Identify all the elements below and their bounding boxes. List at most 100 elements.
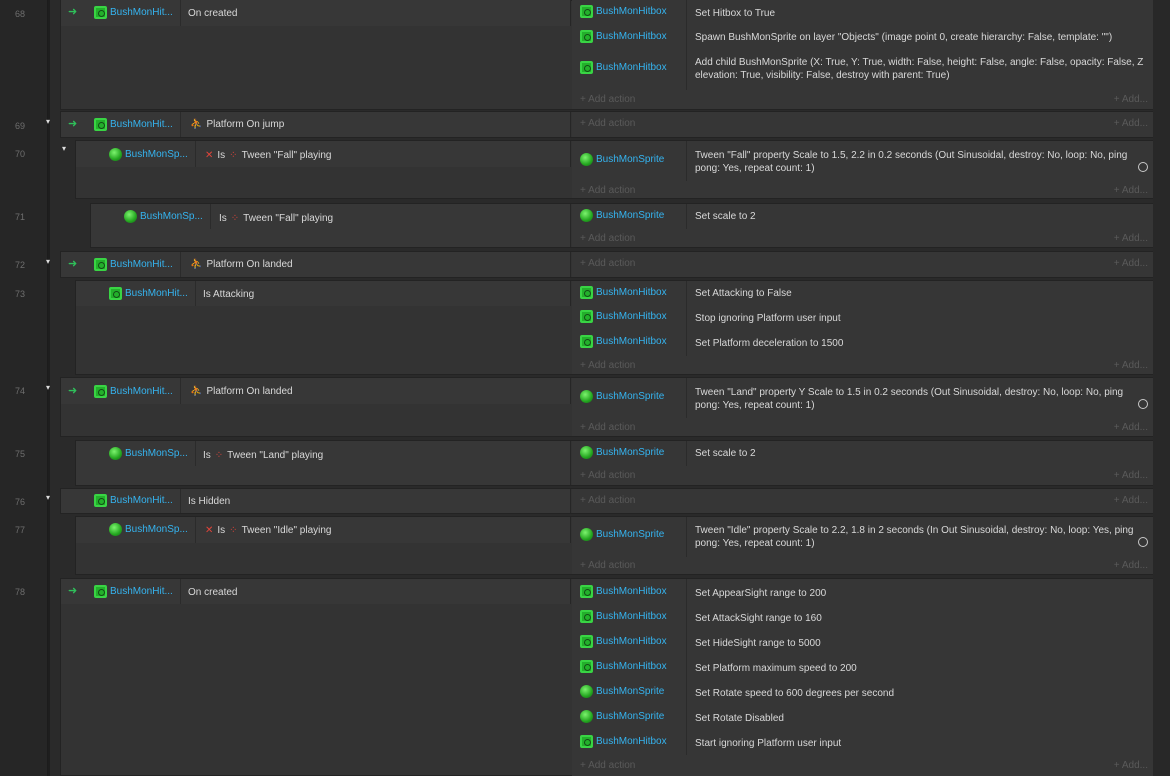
add-action-button[interactable]: + Add action (580, 495, 636, 506)
action-text[interactable]: Tween "Land" property Y Scale to 1.5 in … (695, 387, 1124, 411)
condition-text: Is Hidden (188, 496, 231, 507)
action-text[interactable]: Add child BushMonSprite (X: True, Y: Tru… (695, 57, 1144, 81)
collapse-toggle-icon[interactable]: ▾ (46, 257, 51, 266)
object-name: BushMonHitbox (596, 611, 667, 622)
hitbox-icon (580, 335, 593, 348)
add-button[interactable]: + Add... (1113, 422, 1148, 433)
add-button[interactable]: + Add... (1113, 495, 1148, 506)
action-text[interactable]: Set Rotate Disabled (695, 713, 784, 724)
add-action-button[interactable]: + Add action (580, 760, 636, 771)
add-button[interactable]: + Add... (1113, 560, 1148, 571)
actions-panel (572, 252, 1153, 277)
action-text[interactable]: Set Hitbox to True (695, 8, 776, 19)
event-number: 70 (14, 149, 25, 159)
hitbox-icon (94, 585, 107, 598)
condition-object: BushMonHit... (94, 6, 173, 19)
action-object: BushMonHitbox (580, 286, 667, 299)
column-separator (180, 252, 181, 277)
condition-row[interactable] (61, 579, 571, 604)
clock-icon (1138, 399, 1148, 409)
condition-row[interactable] (76, 141, 571, 167)
object-name: BushMonHit... (110, 259, 173, 270)
action-object: BushMonHitbox (580, 5, 667, 18)
add-action-button[interactable]: + Add action (580, 118, 636, 129)
hitbox-icon (580, 610, 593, 623)
add-action-button[interactable]: + Add action (580, 94, 636, 105)
add-button[interactable]: + Add... (1113, 233, 1148, 244)
condition-row[interactable] (61, 0, 571, 26)
condition-object: BushMonSp... (109, 148, 188, 161)
add-action-button[interactable]: + Add action (580, 422, 636, 433)
condition-object: BushMonHit... (94, 585, 173, 598)
add-action-button[interactable]: + Add action (580, 560, 636, 571)
action-text[interactable]: Set Rotate speed to 600 degrees per seco… (695, 688, 895, 699)
add-button[interactable]: + Add... (1113, 760, 1148, 771)
invert-x-icon: ✕ (205, 150, 214, 161)
action-text[interactable]: Start ignoring Platform user input (695, 738, 842, 749)
object-name: BushMonSprite (596, 711, 665, 722)
action-text[interactable]: Set Platform maximum speed to 200 (695, 663, 857, 674)
condition-row[interactable] (76, 281, 571, 306)
sprite-icon (580, 390, 593, 403)
object-name: BushMonHitbox (596, 336, 667, 347)
add-button[interactable]: + Add... (1113, 94, 1148, 105)
add-button[interactable]: + Add... (1113, 185, 1148, 196)
condition-row[interactable] (61, 489, 571, 513)
object-name: BushMonHit... (110, 586, 173, 597)
condition-row[interactable] (61, 252, 571, 277)
action-text[interactable]: Tween "Fall" property Scale to 1.5, 2.2 … (695, 150, 1128, 174)
collapse-toggle-icon[interactable]: ▾ (62, 144, 67, 153)
condition-row[interactable] (76, 517, 571, 543)
add-action-button[interactable]: + Add action (580, 233, 636, 244)
add-button[interactable]: + Add... (1113, 360, 1148, 371)
action-text[interactable]: Spawn BushMonSprite on layer "Objects" (… (695, 32, 1113, 43)
action-object: BushMonHitbox (580, 635, 667, 648)
action-text[interactable]: Set Attacking to False (695, 288, 792, 299)
collapse-toggle-icon[interactable]: ▾ (46, 493, 51, 502)
object-name: BushMonHitbox (596, 311, 667, 322)
add-action-button[interactable]: + Add action (580, 470, 636, 481)
condition-row[interactable] (61, 112, 571, 137)
object-name: BushMonSprite (596, 210, 665, 221)
collapse-toggle-icon[interactable]: ▾ (46, 383, 51, 392)
action-text[interactable]: Tween "Idle" property Scale to 2.2, 1.8 … (695, 525, 1134, 549)
actions-panel (572, 141, 1153, 198)
add-action-button[interactable]: + Add action (580, 185, 636, 196)
object-name: BushMonSp... (140, 211, 203, 222)
sprite-icon (580, 446, 593, 459)
object-name: BushMonSp... (125, 149, 188, 160)
add-action-button[interactable]: + Add action (580, 258, 636, 269)
collapse-toggle-icon[interactable]: ▾ (46, 117, 51, 126)
column-separator (686, 579, 687, 755)
add-action-button[interactable]: + Add action (580, 360, 636, 371)
action-object: BushMonSprite (580, 153, 664, 166)
action-object: BushMonSprite (580, 390, 664, 403)
action-text[interactable]: Set AttackSight range to 160 (695, 613, 822, 624)
action-text[interactable]: Set HideSight range to 5000 (695, 638, 821, 649)
object-name: BushMonHitbox (596, 661, 667, 672)
condition-row[interactable] (91, 204, 571, 247)
platform-behavior-icon: ⛹ (190, 386, 203, 397)
condition-row[interactable] (61, 378, 571, 404)
action-text[interactable]: Set scale to 2 (695, 448, 756, 459)
column-separator (195, 517, 196, 543)
sprite-icon (109, 447, 122, 460)
event-number: 71 (14, 212, 25, 222)
add-button[interactable]: + Add... (1113, 118, 1148, 129)
vertical-scrollbar[interactable] (1153, 0, 1170, 776)
condition-row[interactable] (76, 441, 571, 485)
action-object: BushMonSprite (580, 685, 664, 698)
action-text[interactable]: Set Platform deceleration to 1500 (695, 338, 844, 349)
hitbox-icon (580, 660, 593, 673)
trigger-arrow-icon: ➜ (68, 385, 78, 397)
action-text[interactable]: Set scale to 2 (695, 211, 756, 222)
action-text[interactable]: Set AppearSight range to 200 (695, 588, 827, 599)
condition-object: BushMonSp... (109, 447, 188, 460)
add-button[interactable]: + Add... (1113, 470, 1148, 481)
add-button[interactable]: + Add... (1113, 258, 1148, 269)
actions-panel (572, 579, 1153, 776)
action-object: BushMonSprite (580, 710, 664, 723)
action-text[interactable]: Stop ignoring Platform user input (695, 313, 841, 324)
column-separator (686, 281, 687, 356)
event-number: 68 (14, 9, 25, 19)
